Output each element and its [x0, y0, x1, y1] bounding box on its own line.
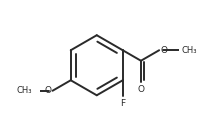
Text: CH₃: CH₃	[182, 46, 198, 55]
Text: CH₃: CH₃	[16, 86, 32, 95]
Text: O: O	[44, 86, 51, 95]
Text: O: O	[138, 85, 145, 94]
Text: F: F	[120, 99, 125, 108]
Text: O: O	[161, 46, 168, 55]
